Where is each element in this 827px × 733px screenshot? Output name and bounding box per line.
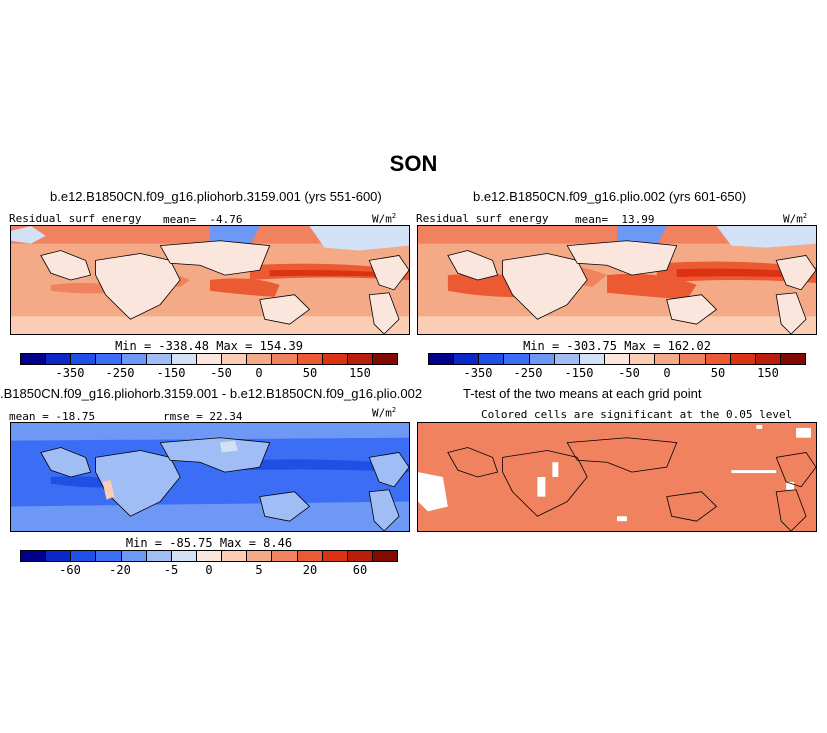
colorbar-swatch <box>121 551 147 561</box>
tick-label: 20 <box>302 563 318 577</box>
panel-title-bottom-left: .B1850CN.f09_g16.pliohorb.3159.001 - b.e… <box>0 386 423 401</box>
colorbar-swatch <box>372 551 398 561</box>
colorbar-swatch <box>21 551 47 561</box>
colorbar-swatch <box>272 551 298 561</box>
colorbar-swatch <box>347 354 373 364</box>
colorbar-swatch <box>372 354 398 364</box>
mean-value-top-left: -4.76 <box>209 213 243 226</box>
colorbar-swatch <box>630 354 656 364</box>
colorbar-swatch <box>222 354 248 364</box>
colorbar-swatch <box>429 354 455 364</box>
colorbar-swatch <box>146 354 172 364</box>
map-bottom-right <box>417 422 817 532</box>
tick-label: -60 <box>59 563 81 577</box>
tick-label: -150 <box>156 366 186 380</box>
colorbar-swatch <box>96 354 122 364</box>
units-top-left: W/m2 <box>372 212 397 226</box>
colorbar-top-left <box>20 353 398 365</box>
colorbar-swatch <box>705 354 731 364</box>
units-top-right: W/m2 <box>783 212 808 226</box>
tick-label: -250 <box>513 366 543 380</box>
colorbar-swatch <box>272 354 298 364</box>
tick-label: 0 <box>205 563 213 577</box>
colorbar-swatch <box>347 551 373 561</box>
panel-title-top-left: b.e12.B1850CN.f09_g16.pliohorb.3159.001 … <box>50 189 382 204</box>
colorbar-swatch <box>96 551 122 561</box>
tick-label: -50 <box>210 366 232 380</box>
colorbar-swatch <box>171 354 197 364</box>
colorbar-swatch <box>604 354 631 364</box>
colorbar-swatch <box>297 354 323 364</box>
minmax-bottom-left: Min = -85.75 Max = 8.46 <box>125 536 293 550</box>
tick-label: 0 <box>663 366 671 380</box>
tick-label: -350 <box>463 366 493 380</box>
mean-text-bottom-left: mean = -18.75 <box>9 410 96 423</box>
colorbar-ticks-bottom-left: -60 -20 -5 0 5 20 60 <box>20 563 398 579</box>
colorbar-swatch <box>71 354 97 364</box>
colorbar-swatch <box>579 354 605 364</box>
colorbar-swatch <box>196 354 223 364</box>
tick-label: 150 <box>349 366 371 380</box>
colorbar-swatch <box>322 551 348 561</box>
colorbar-swatch <box>196 551 223 561</box>
map-top-left <box>10 225 410 335</box>
tick-label: 0 <box>255 366 263 380</box>
mean-label-top-left: mean= -4.76 <box>163 213 243 226</box>
colorbar-swatch <box>46 551 72 561</box>
tick-label: -20 <box>109 563 131 577</box>
colorbar-swatch <box>322 354 348 364</box>
tick-label: 150 <box>757 366 779 380</box>
colorbar-swatch <box>504 354 530 364</box>
mean-label-top-right: mean= 13.99 <box>575 213 655 226</box>
colorbar-swatch <box>655 354 681 364</box>
season-title: SON <box>389 151 438 176</box>
colorbar-top-right <box>428 353 806 365</box>
colorbar-ticks-top-left: -350 -250 -150 -50 0 50 150 <box>20 366 398 382</box>
colorbar-swatch <box>146 551 172 561</box>
panel-title-top-right: b.e12.B1850CN.f09_g16.plio.002 (yrs 601-… <box>473 189 747 204</box>
tick-label: -5 <box>163 563 179 577</box>
panel-title-bottom-right: T-test of the two means at each grid poi… <box>463 386 702 401</box>
rmse-text-bottom-left: rmse = 22.34 <box>163 410 243 423</box>
tick-label: -250 <box>105 366 135 380</box>
colorbar-swatch <box>479 354 505 364</box>
panel-subtitle-bottom-right: Colored cells are significant at the 0.0… <box>481 408 793 421</box>
colorbar-swatch <box>529 354 555 364</box>
mean-value-top-right: 13.99 <box>621 213 655 226</box>
tick-label: 50 <box>302 366 318 380</box>
colorbar-swatch <box>780 354 806 364</box>
tick-label: -150 <box>564 366 594 380</box>
colorbar-swatch <box>71 551 97 561</box>
tick-label: 50 <box>710 366 726 380</box>
var-label-top-left: Residual surf energy <box>9 212 142 225</box>
colorbar-swatch <box>222 551 248 561</box>
units-bottom-left: W/m2 <box>372 406 397 420</box>
colorbar-ticks-top-right: -350 -250 -150 -50 0 50 150 <box>428 366 806 382</box>
colorbar-bottom-left <box>20 550 398 562</box>
colorbar-swatch <box>730 354 756 364</box>
colorbar-swatch <box>680 354 706 364</box>
colorbar-swatch <box>121 354 147 364</box>
tick-label: -50 <box>618 366 640 380</box>
colorbar-swatch <box>297 551 323 561</box>
colorbar-swatch <box>755 354 781 364</box>
map-bottom-left <box>10 422 410 532</box>
colorbar-swatch <box>554 354 580 364</box>
minmax-top-right: Min = -303.75 Max = 162.02 <box>523 339 711 353</box>
tick-label: 5 <box>255 563 263 577</box>
map-top-right <box>417 225 817 335</box>
colorbar-swatch <box>46 354 72 364</box>
var-label-top-right: Residual surf energy <box>416 212 549 225</box>
colorbar-swatch <box>171 551 197 561</box>
colorbar-swatch <box>454 354 480 364</box>
colorbar-swatch <box>247 551 273 561</box>
colorbar-swatch <box>247 354 273 364</box>
minmax-top-left: Min = -338.48 Max = 154.39 <box>115 339 303 353</box>
tick-label: -350 <box>55 366 85 380</box>
tick-label: 60 <box>352 563 368 577</box>
colorbar-swatch <box>21 354 47 364</box>
